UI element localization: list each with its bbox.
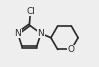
Text: O: O [68, 45, 75, 54]
Text: N: N [14, 29, 21, 38]
Text: N: N [38, 29, 44, 38]
Text: Cl: Cl [26, 7, 35, 16]
